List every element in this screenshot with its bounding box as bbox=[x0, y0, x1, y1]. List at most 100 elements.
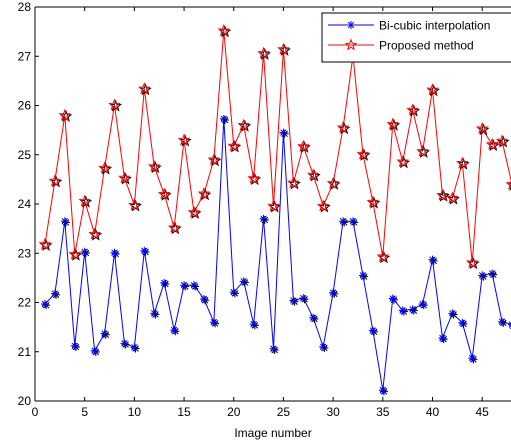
proposed-marker bbox=[386, 117, 400, 130]
bicubic-marker bbox=[90, 346, 99, 355]
bicubic-marker bbox=[239, 277, 248, 286]
bicubic-marker bbox=[289, 296, 298, 305]
proposed-marker bbox=[316, 199, 330, 212]
bicubic-marker bbox=[219, 114, 228, 123]
bicubic-marker bbox=[269, 344, 278, 353]
x-tick-label: 0 bbox=[32, 405, 39, 419]
legend-bicubic-label: Bi-cubic interpolation bbox=[379, 19, 490, 33]
proposed-marker bbox=[326, 176, 340, 189]
bicubic-marker bbox=[190, 281, 198, 290]
proposed-marker bbox=[227, 139, 241, 152]
y-tick-label: 26 bbox=[18, 99, 32, 113]
bicubic-marker bbox=[229, 288, 238, 297]
proposed-marker bbox=[406, 103, 419, 116]
bicubic-marker bbox=[448, 309, 457, 318]
proposed-marker bbox=[48, 174, 62, 187]
proposed-marker-shadow bbox=[506, 183, 511, 191]
proposed-marker bbox=[98, 161, 111, 174]
proposed-marker bbox=[356, 147, 370, 160]
proposed-marker bbox=[197, 187, 211, 200]
proposed-series-line bbox=[44, 30, 511, 263]
y-tick-label: 28 bbox=[18, 0, 32, 14]
bicubic-marker bbox=[508, 321, 511, 328]
y-tick-label: 27 bbox=[18, 49, 32, 63]
bicubic-marker bbox=[329, 288, 338, 297]
proposed-marker bbox=[366, 195, 380, 208]
x-tick-label: 20 bbox=[227, 405, 241, 419]
series-layer bbox=[38, 24, 511, 396]
proposed-marker bbox=[177, 133, 191, 146]
bicubic-marker bbox=[70, 341, 79, 350]
proposed-marker bbox=[187, 205, 201, 218]
proposed-marker bbox=[426, 83, 439, 96]
bicubic-marker bbox=[110, 248, 119, 257]
y-tick-label: 22 bbox=[18, 296, 32, 310]
bicubic-marker bbox=[438, 333, 447, 342]
bicubic-marker bbox=[180, 281, 189, 290]
proposed-marker bbox=[336, 121, 350, 134]
proposed-marker bbox=[68, 247, 82, 260]
bicubic-marker bbox=[249, 320, 258, 329]
proposed-marker bbox=[128, 198, 141, 211]
proposed-marker bbox=[167, 221, 181, 233]
bicubic-marker bbox=[398, 306, 407, 315]
bicubic-marker bbox=[150, 309, 159, 318]
proposed-marker bbox=[58, 108, 72, 121]
bicubic-marker bbox=[309, 313, 318, 322]
bicubic-marker bbox=[488, 269, 497, 278]
bicubic-marker bbox=[140, 246, 149, 255]
proposed-marker bbox=[38, 237, 52, 250]
bicubic-marker bbox=[498, 317, 507, 326]
bicubic-marker bbox=[408, 305, 417, 314]
proposed-marker bbox=[138, 82, 151, 95]
x-tick-label: 45 bbox=[476, 405, 490, 419]
proposed-marker bbox=[118, 171, 131, 184]
proposed-markers bbox=[38, 24, 511, 270]
bicubic-marker bbox=[468, 354, 477, 363]
proposed-marker bbox=[257, 46, 270, 59]
bicubic-marker bbox=[368, 326, 377, 335]
proposed-marker bbox=[475, 122, 489, 134]
proposed-marker bbox=[505, 180, 511, 190]
x-axis-label: Image number bbox=[234, 426, 311, 440]
proposed-marker bbox=[297, 139, 310, 152]
proposed-marker bbox=[157, 187, 171, 200]
proposed-marker bbox=[88, 227, 101, 240]
proposed-marker bbox=[267, 199, 280, 212]
bicubic-marker bbox=[428, 255, 437, 264]
proposed-marker bbox=[495, 134, 509, 147]
legend-proposed-marker bbox=[344, 38, 358, 51]
proposed-marker bbox=[465, 255, 479, 268]
proposed-marker bbox=[217, 24, 231, 36]
bicubic-marker bbox=[418, 299, 427, 308]
bicubic-marker bbox=[60, 217, 69, 226]
bicubic-marker bbox=[259, 214, 268, 223]
x-tick-label: 10 bbox=[128, 405, 142, 419]
bicubic-marker bbox=[199, 295, 208, 304]
bicubic-marker bbox=[209, 318, 218, 327]
proposed-marker bbox=[237, 118, 250, 131]
bicubic-marker bbox=[299, 294, 308, 303]
x-tick-label: 25 bbox=[277, 405, 291, 419]
bicubic-marker bbox=[358, 271, 367, 280]
bicubic-marker bbox=[40, 299, 49, 308]
proposed-marker bbox=[436, 188, 449, 201]
proposed-marker bbox=[306, 168, 320, 181]
proposed-marker bbox=[247, 171, 260, 184]
proposed-marker bbox=[287, 176, 300, 189]
bicubic-marker bbox=[50, 289, 59, 298]
proposed-marker bbox=[456, 156, 469, 169]
y-tick-label: 20 bbox=[18, 394, 32, 408]
bicubic-marker bbox=[339, 217, 348, 226]
proposed-marker bbox=[108, 98, 121, 111]
bicubic-marker bbox=[458, 318, 467, 327]
legend-bicubic-marker bbox=[347, 21, 355, 29]
proposed-marker bbox=[207, 153, 221, 166]
bicubic-marker bbox=[378, 386, 387, 395]
x-tick-label: 35 bbox=[376, 405, 390, 419]
bicubic-marker bbox=[388, 294, 397, 303]
bicubic-marker bbox=[319, 342, 328, 351]
proposed-marker bbox=[446, 191, 459, 204]
x-tick-label: 40 bbox=[426, 405, 440, 419]
